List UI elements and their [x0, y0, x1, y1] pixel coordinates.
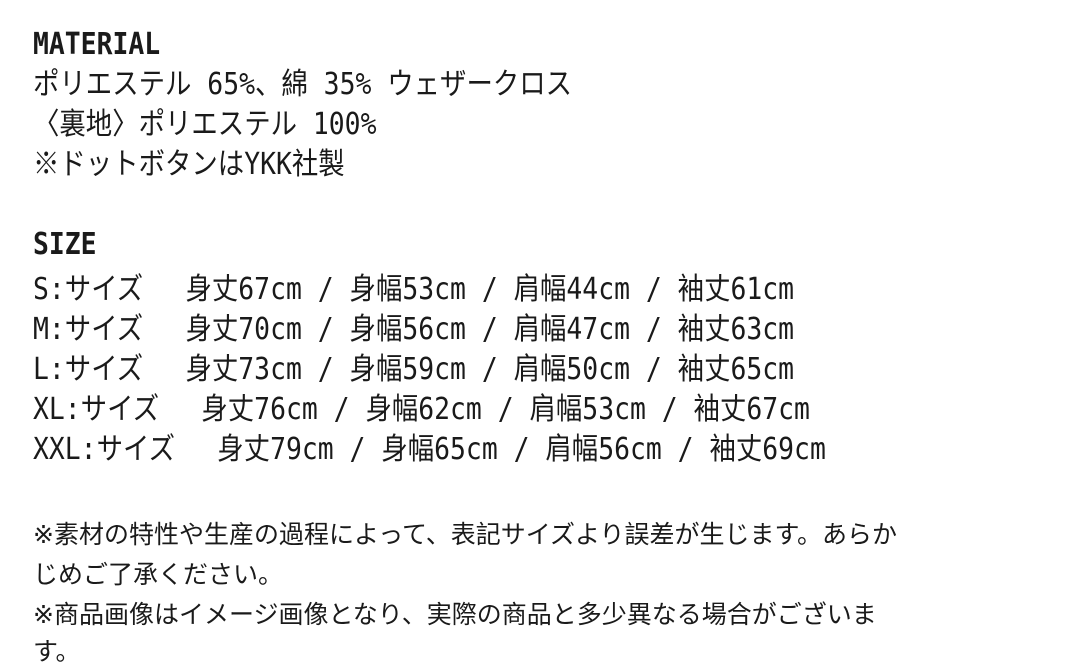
material-line: 〈裏地〉ポリエステル 100% [33, 107, 377, 142]
size-row: M:サイズ 身丈70cm / 身幅56cm / 肩幅47cm / 袖丈63cm [33, 312, 795, 347]
material-line: ポリエステル 65%、綿 35% ウェザークロス [33, 67, 573, 102]
note-line: じめご了承ください。 [33, 560, 284, 589]
material-line: ※ドットボタンはYKK社製 [33, 147, 345, 182]
size-row: L:サイズ 身丈73cm / 身幅59cm / 肩幅50cm / 袖丈65cm [33, 352, 795, 387]
size-heading: SIZE [33, 227, 97, 262]
size-row: XXL:サイズ 身丈79cm / 身幅65cm / 肩幅56cm / 袖丈69c… [33, 432, 826, 467]
note-line: す。 [33, 637, 81, 666]
size-row: XL:サイズ 身丈76cm / 身幅62cm / 肩幅53cm / 袖丈67cm [33, 392, 810, 427]
material-heading: MATERIAL [33, 27, 161, 62]
note-line: ※素材の特性や生産の過程によって、表記サイズより誤差が生じます。あらか [33, 520, 897, 549]
note-line: ※商品画像はイメージ画像となり、実際の商品と多少異なる場合がございま [33, 600, 877, 629]
size-row: S:サイズ 身丈67cm / 身幅53cm / 肩幅44cm / 袖丈61cm [33, 272, 795, 307]
